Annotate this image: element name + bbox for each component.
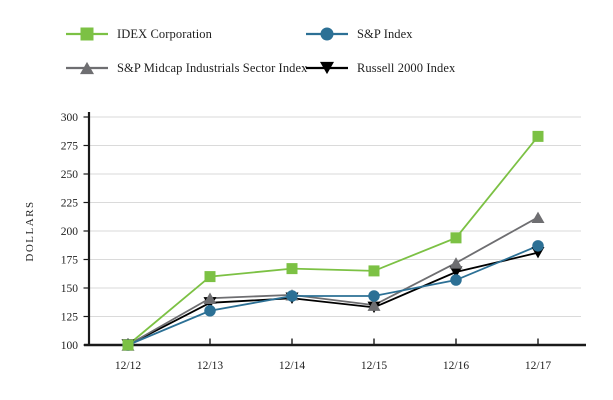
series-line-3 xyxy=(127,251,539,346)
x-tick-label: 12/14 xyxy=(279,360,305,372)
series-line-1 xyxy=(127,244,539,346)
triangle-down-marker-icon-point xyxy=(449,266,463,278)
series-line-2 xyxy=(127,216,539,346)
circle-marker-icon-point xyxy=(368,290,380,302)
triangle-up-marker-icon-legend xyxy=(80,61,94,75)
y-tick-label: 225 xyxy=(61,198,79,210)
square-marker-icon-point xyxy=(532,130,544,142)
triangle-up-marker-icon-point xyxy=(367,299,381,311)
legend-label-idex: IDEX Corporation xyxy=(117,26,212,41)
triangle-up-marker-icon xyxy=(66,61,108,75)
y-tick-label: 125 xyxy=(61,312,79,324)
legend-label-sp-midcap: S&P Midcap Industrials Sector Index xyxy=(117,60,308,75)
y-tick-label: 175 xyxy=(61,255,79,267)
legend-item-russell: Russell 2000 Index xyxy=(306,59,455,77)
y-axis-title: DOLLARS xyxy=(24,200,36,261)
legend-item-sp-index: S&P Index xyxy=(306,25,413,43)
square-marker-icon-point xyxy=(204,271,216,283)
x-tick-label: 12/12 xyxy=(115,360,141,372)
triangle-up-marker-icon-point xyxy=(449,257,463,269)
chart-legend: IDEX Corporation S&P Index S&P Midcap In… xyxy=(0,0,613,95)
circle-marker-icon-point xyxy=(450,274,462,286)
square-marker-icon-legend xyxy=(80,27,94,41)
performance-line-chart: 100 125 150 175 200 225 250 275 300 12/12 12/13 12/… xyxy=(24,112,586,372)
circle-marker-icon-point xyxy=(204,305,216,317)
triangle-down-marker-icon-legend xyxy=(320,61,334,75)
x-tick-label: 12/17 xyxy=(525,360,551,372)
x-tick-label: 12/13 xyxy=(197,360,223,372)
legend-item-sp-midcap: S&P Midcap Industrials Sector Index xyxy=(66,59,308,77)
square-marker-icon-point xyxy=(286,263,298,275)
circle-marker-icon-legend xyxy=(320,27,334,41)
x-tick-label: 12/16 xyxy=(443,360,469,372)
circle-marker-icon xyxy=(306,27,348,41)
y-tick-label: 250 xyxy=(61,169,79,181)
circle-marker-icon-point xyxy=(532,240,544,252)
y-tick-label: 275 xyxy=(61,141,79,153)
legend-label-sp-index: S&P Index xyxy=(357,26,413,41)
legend-label-russell: Russell 2000 Index xyxy=(357,60,456,75)
triangle-down-marker-icon xyxy=(306,61,348,75)
y-tick-label: 300 xyxy=(61,112,79,124)
square-marker-icon-point xyxy=(122,339,134,351)
triangle-up-marker-icon-point xyxy=(203,292,217,304)
y-tick-label: 100 xyxy=(61,340,79,352)
circle-marker-icon-point xyxy=(286,290,298,302)
square-marker-icon-point xyxy=(450,232,462,244)
y-tick-label: 200 xyxy=(61,226,79,238)
triangle-up-marker-icon-point xyxy=(531,211,545,224)
square-marker-icon-point xyxy=(368,265,380,277)
square-marker-icon xyxy=(66,27,108,41)
legend-item-idex: IDEX Corporation xyxy=(66,25,212,43)
y-tick-label: 150 xyxy=(61,283,79,295)
series-line-0 xyxy=(127,135,539,346)
x-tick-label: 12/15 xyxy=(361,360,387,372)
